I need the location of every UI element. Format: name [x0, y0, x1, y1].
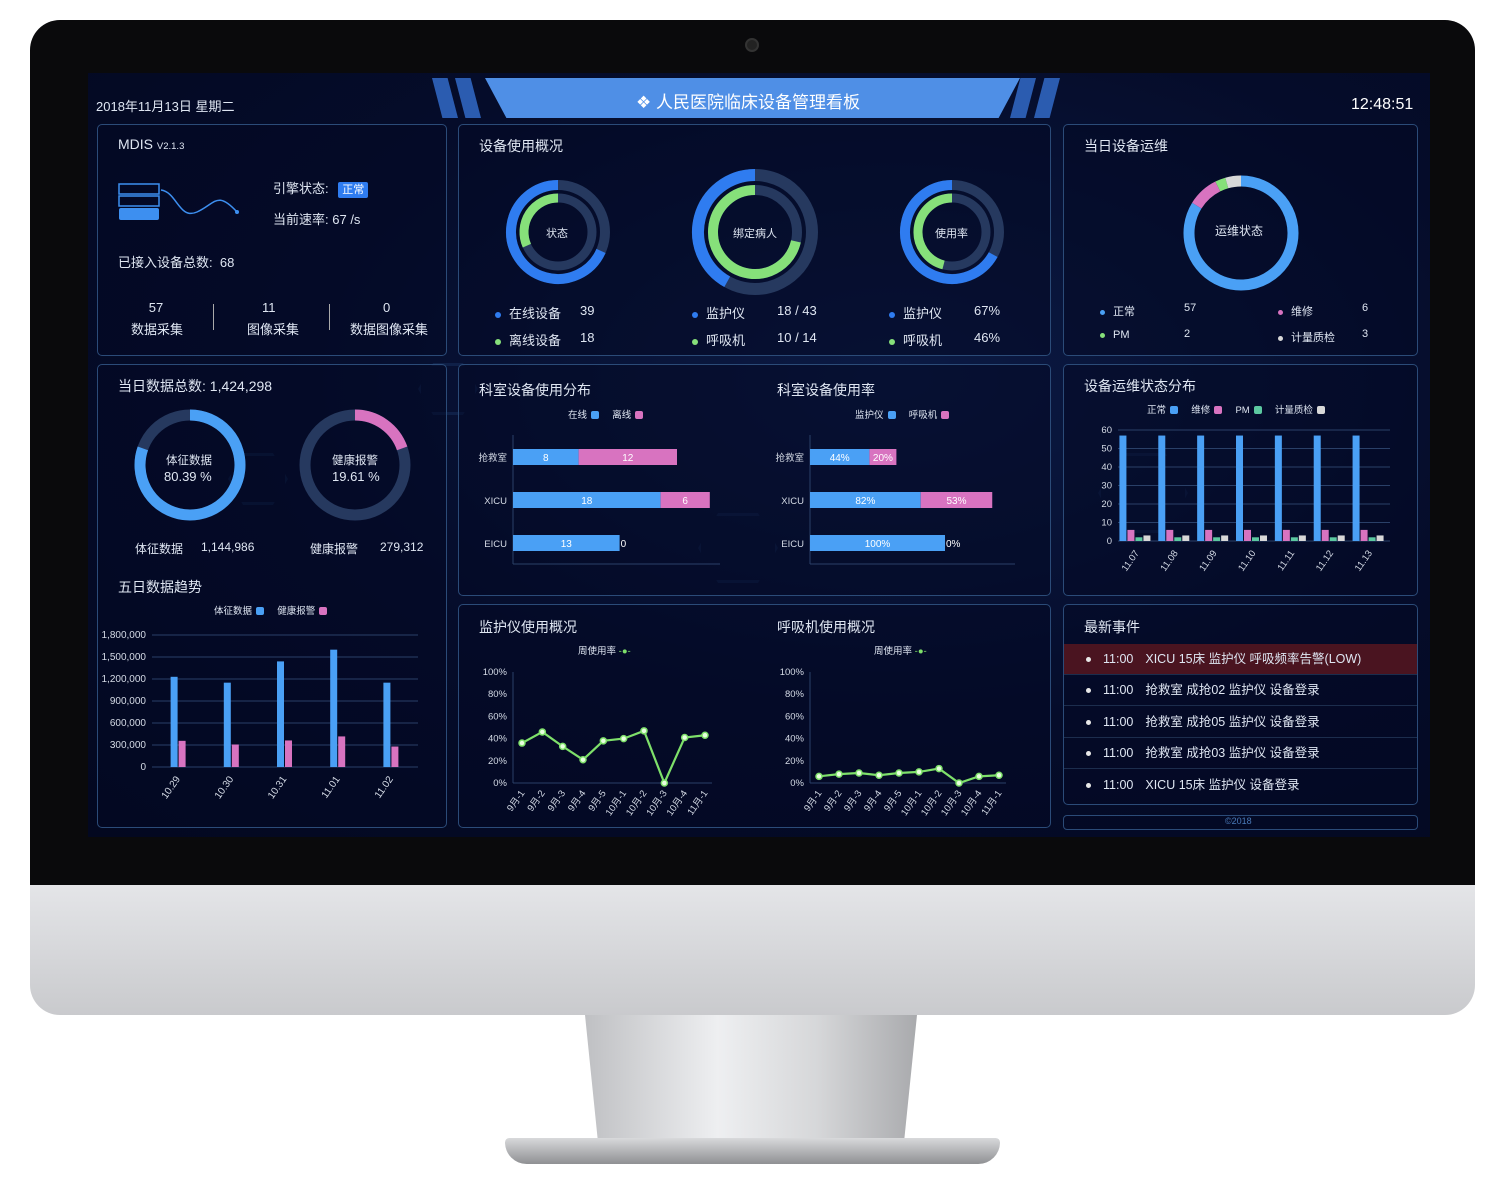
legend-item: 呼吸机 [692, 330, 745, 349]
event-item-alert[interactable]: 11:00 XICU 15床 监护仪 呼吸频率告警(LOW) [1064, 644, 1417, 675]
stat-label: 数据图像采集 [350, 322, 429, 337]
legend-value: 3 [1362, 328, 1369, 340]
donut-center-value: 19.61 % [332, 469, 380, 484]
ops-dist-panel [1063, 364, 1418, 596]
chart-title: 五日数据趋势 [118, 579, 202, 595]
monitor-base [505, 1138, 1000, 1164]
donut-center-value: 80.39 % [164, 469, 212, 484]
stat-label: 健康报警 [310, 542, 359, 556]
chart-legend: 周使用率 -●- [874, 646, 927, 657]
chart-title: 科室设备使用分布 [479, 382, 591, 398]
stat-label: 数据采集 [131, 322, 184, 337]
chart-legend: 在线 离线 [568, 407, 644, 421]
camera-icon [745, 38, 759, 52]
legend-value: 57 [1184, 302, 1197, 314]
legend-item: 在线设备 [495, 303, 561, 322]
legend-item: 计量质检 [1278, 329, 1335, 345]
divider [329, 304, 330, 330]
stat-value: 1,144,986 [201, 540, 255, 554]
diamonds-logo-icon: ❖ [636, 93, 656, 112]
mdis-panel [97, 124, 447, 356]
panel-title: 设备使用概况 [479, 138, 563, 154]
daily-total: 当日数据总数: 1,424,298 [118, 378, 273, 394]
legend-item: 离线设备 [495, 330, 561, 349]
legend-value: 18 [580, 330, 595, 345]
chart-title: 呼吸机使用概况 [777, 619, 875, 635]
footer-copyright: ©2018 [1225, 816, 1252, 826]
event-item[interactable]: 11:00 抢救室 成抢02 监护仪 设备登录 [1064, 675, 1417, 706]
donut-center-label: 绑定病人 [733, 228, 777, 240]
legend-value: 39 [580, 303, 595, 318]
current-rate: 当前速率: 67 /s [273, 212, 361, 227]
stat-value: 11 [262, 300, 276, 315]
event-item[interactable]: 11:00 XICU 15床 监护仪 设备登录 [1064, 770, 1417, 801]
footer-bar [1063, 815, 1418, 830]
events-panel [1063, 604, 1418, 805]
legend-value: 6 [1362, 302, 1369, 314]
legend-value: 10 / 14 [777, 330, 817, 345]
title-banner [485, 78, 1020, 118]
event-item[interactable]: 11:00 抢救室 成抢03 监护仪 设备登录 [1064, 738, 1417, 769]
legend-item: PM [1100, 329, 1130, 341]
legend-item: 正常 [1100, 303, 1135, 319]
legend-value: 46% [974, 330, 1001, 345]
mdis-name: MDIS V2.1.3 [118, 136, 185, 152]
stat-value: 279,312 [380, 540, 424, 554]
chart-title: 科室设备使用率 [777, 382, 875, 398]
chart-title: 监护仪使用概况 [479, 619, 577, 635]
event-item[interactable]: 11:00 抢救室 成抢05 监护仪 设备登录 [1064, 707, 1417, 738]
donut-center-label: 体征数据 [166, 455, 212, 467]
ops-panel [1063, 124, 1418, 356]
legend-item: 监护仪 [692, 303, 745, 322]
header-date: 2018年11月13日 星期二 [96, 99, 235, 114]
chart-legend: 正常 维修 PM 计量质检 [1147, 402, 1325, 416]
server-wave-icon [117, 182, 242, 229]
divider [213, 304, 214, 330]
chart-title: 设备运维状态分布 [1084, 378, 1196, 394]
legend-item: 维修 [1278, 303, 1313, 319]
chart-legend: 监护仪 呼吸机 [855, 407, 950, 421]
dept-panel [458, 364, 1051, 596]
legend-value: 18 / 43 [777, 303, 817, 318]
monitor-chin [30, 885, 1475, 1015]
usage-trend-panel [458, 604, 1051, 828]
monitor-stand [585, 1015, 917, 1145]
chart-legend: 体征数据 健康报警 [214, 603, 328, 617]
donut-center-label: 状态 [546, 228, 568, 240]
donut-center-label: 健康报警 [332, 455, 378, 467]
legend-item: 呼吸机 [889, 330, 942, 349]
legend-value: 2 [1184, 328, 1191, 340]
header-clock: 12:48:51 [1351, 96, 1414, 113]
donut-center-label: 使用率 [935, 228, 968, 240]
chart-legend: 周使用率 -●- [578, 646, 631, 657]
status-badge: 正常 [338, 182, 369, 198]
donut-center-label: 运维状态 [1215, 224, 1264, 238]
stat-label: 体征数据 [135, 542, 184, 556]
legend-item: 监护仪 [889, 303, 942, 322]
page-title: ❖ 人民医院临床设备管理看板 [636, 88, 860, 113]
engine-status: 引擎状态: 正常 [273, 178, 369, 198]
page-title-text: 人民医院临床设备管理看板 [655, 93, 860, 112]
panel-title: 当日设备运维 [1084, 138, 1168, 154]
stat-value: 57 [148, 300, 164, 315]
legend-value: 67% [974, 303, 1001, 318]
stat-label: 图像采集 [247, 322, 300, 337]
connected-total: 已接入设备总数: 68 [118, 255, 235, 270]
stat-value: 0 [383, 300, 391, 315]
panel-title: 最新事件 [1084, 619, 1140, 635]
